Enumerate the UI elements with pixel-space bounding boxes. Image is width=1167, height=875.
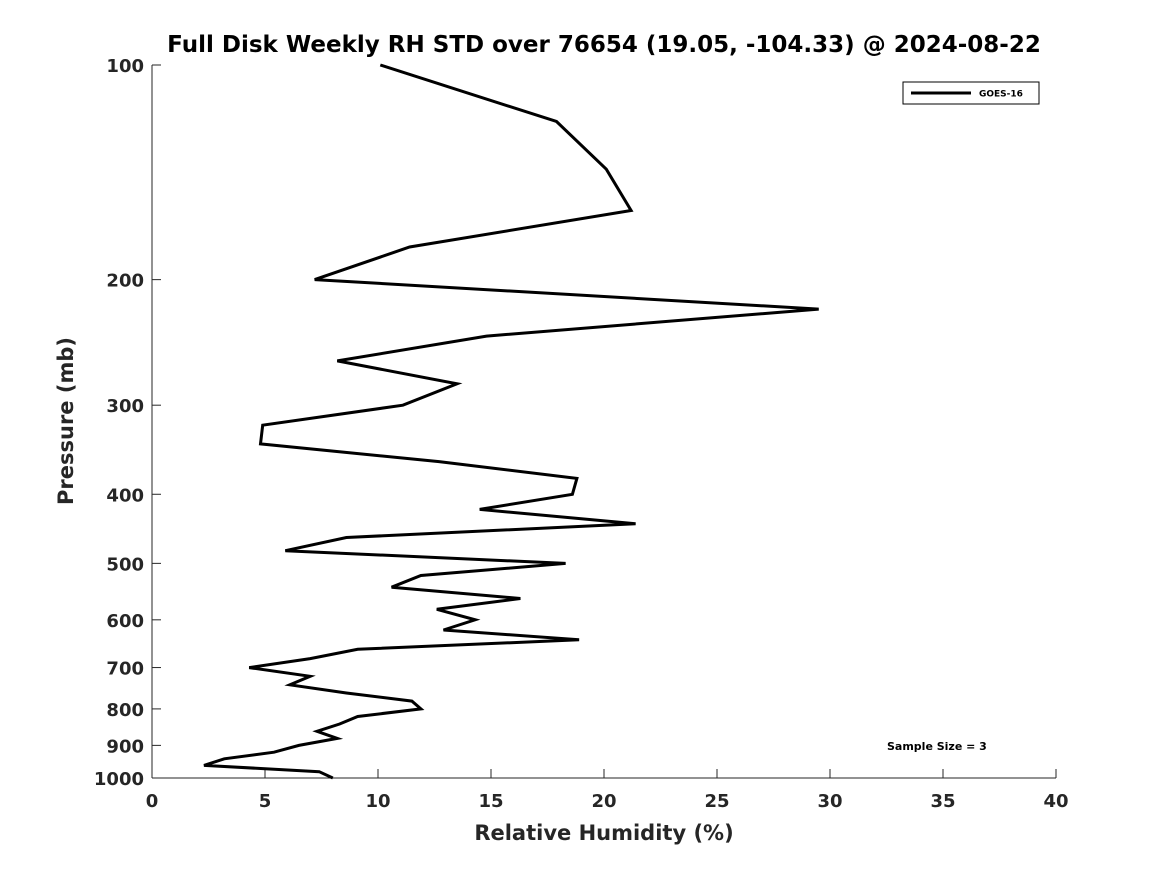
y-tick-label: 200 <box>106 271 144 292</box>
x-tick-label: 35 <box>930 791 955 812</box>
chart-title: Full Disk Weekly RH STD over 76654 (19.0… <box>167 32 1041 58</box>
y-tick-label: 400 <box>106 485 144 506</box>
y-tick-label: 800 <box>106 700 144 721</box>
series-line-goes-16 <box>203 63 819 780</box>
x-tick-label: 15 <box>478 791 503 812</box>
y-tick-label: 1000 <box>94 769 144 790</box>
y-tick-label: 100 <box>106 56 144 77</box>
y-tick-label: 600 <box>106 611 144 632</box>
axes: 0 5 10 15 20 25 30 35 40 100 200 300 400 500 600 700 800… <box>94 56 1069 812</box>
x-tick-label: 20 <box>591 791 616 812</box>
x-tick-label: 25 <box>704 791 729 812</box>
x-tick-label: 5 <box>259 791 272 812</box>
y-axis-label: Pressure (mb) <box>54 337 78 505</box>
legend: GOES-16 <box>902 81 1040 105</box>
legend-label-goes-16: GOES-16 <box>979 90 1023 100</box>
y-tick-label: 300 <box>106 396 144 417</box>
y-tick-label: 900 <box>106 736 144 757</box>
data-series <box>203 63 819 780</box>
y-tick-label: 500 <box>106 554 144 575</box>
x-tick-label: 30 <box>817 791 842 812</box>
sample-size-annotation: Sample Size = 3 <box>887 740 987 753</box>
x-tick-label: 40 <box>1043 791 1068 812</box>
x-tick-label: 0 <box>146 791 159 812</box>
y-tick-label: 700 <box>106 659 144 680</box>
x-tick-label: 10 <box>365 791 390 812</box>
x-axis-label: Relative Humidity (%) <box>474 821 733 845</box>
